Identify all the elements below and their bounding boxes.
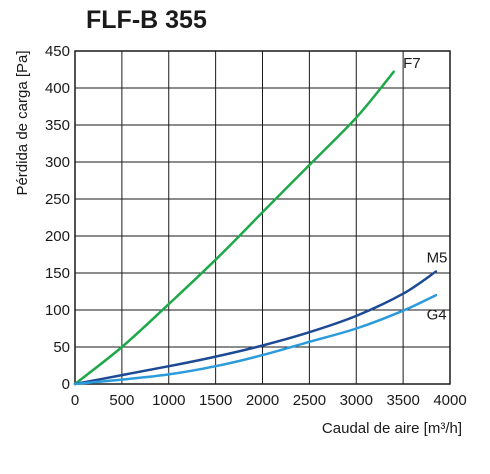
- tick-labels: 0 500 1000 1500 2000 2500 3000 3500 4000 0 50 100 15…: [45, 43, 467, 409]
- x-tick-label: 2500: [293, 392, 326, 409]
- data-point-g4: [121, 378, 124, 381]
- x-tick-label: 500: [109, 392, 134, 409]
- chart-title: FLF-B 355: [86, 6, 207, 34]
- x-tick-label: 2000: [246, 392, 279, 409]
- x-tick-label: 1000: [152, 392, 185, 409]
- data-point-g4: [435, 294, 438, 297]
- y-tick-label: 350: [45, 117, 70, 134]
- y-tick-label: 300: [45, 154, 70, 171]
- data-point-m5: [261, 344, 264, 347]
- series-line-g4: [73, 293, 438, 386]
- data-point-f7: [308, 164, 311, 167]
- data-point-g4: [402, 309, 405, 312]
- data-point-f7: [167, 303, 170, 306]
- y-tick-label: 250: [45, 191, 70, 208]
- data-point-f7: [392, 70, 395, 73]
- x-tick-label: 3500: [386, 392, 419, 409]
- x-tick-label: 4000: [433, 392, 466, 409]
- x-tick-label: 0: [71, 392, 79, 409]
- data-point-m5: [435, 270, 438, 273]
- y-tick-label: 150: [45, 265, 70, 282]
- y-tick-label: 450: [45, 43, 70, 60]
- series-label-m5: M5: [427, 250, 448, 267]
- data-point-m5: [402, 292, 405, 295]
- data-point-m5: [121, 374, 124, 377]
- data-point-g4: [74, 383, 77, 386]
- y-tick-label: 100: [45, 302, 70, 319]
- series-layer: F7 M5 G4: [73, 55, 448, 386]
- series-label-g4: G4: [427, 307, 447, 324]
- data-point-f7: [121, 346, 124, 349]
- data-point-m5: [355, 315, 358, 318]
- data-point-f7: [214, 258, 217, 261]
- data-point-m5: [308, 331, 311, 334]
- x-tick-label: 3000: [340, 392, 373, 409]
- data-point-m5: [167, 365, 170, 368]
- series-label-f7: F7: [403, 55, 421, 72]
- x-axis-label: Caudal de aire [m³/h]: [322, 420, 462, 437]
- data-point-m5: [214, 355, 217, 358]
- plot-frame: [74, 50, 451, 385]
- y-tick-label: 200: [45, 228, 70, 245]
- y-tick-label: 0: [62, 376, 70, 393]
- series-line-f7: [73, 70, 396, 386]
- y-tick-label: 50: [53, 339, 70, 356]
- data-point-g4: [355, 327, 358, 330]
- data-point-g4: [167, 373, 170, 376]
- data-point-f7: [261, 211, 264, 214]
- grid: [74, 50, 451, 385]
- data-point-g4: [261, 354, 264, 357]
- y-axis-label: Pérdida de carga [Pa]: [14, 50, 31, 195]
- data-point-g4: [308, 341, 311, 344]
- data-point-g4: [214, 365, 217, 368]
- x-tick-label: 1500: [199, 392, 232, 409]
- series-line-m5: [73, 270, 438, 386]
- y-tick-label: 400: [45, 80, 70, 97]
- data-point-f7: [355, 116, 358, 119]
